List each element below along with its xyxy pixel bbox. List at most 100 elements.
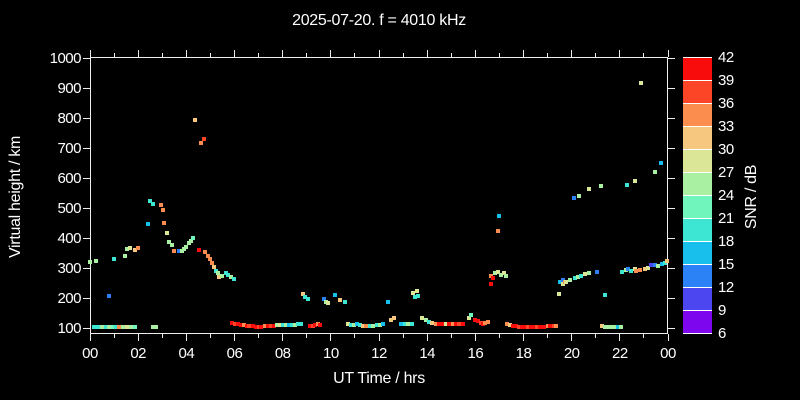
data-point [628, 269, 633, 273]
data-point [112, 257, 117, 261]
data-point [488, 273, 493, 278]
colorbar-segment [683, 218, 712, 241]
x-tick-top [402, 53, 404, 57]
data-point [212, 264, 217, 269]
data-point [639, 80, 644, 85]
data-point [209, 260, 214, 265]
y-tick [83, 327, 90, 329]
data-point [136, 245, 141, 250]
x-tick [306, 334, 308, 338]
data-point [201, 137, 206, 142]
data-point [196, 248, 201, 252]
y-tick-label: 200 [57, 290, 81, 307]
data-point [579, 274, 584, 279]
data-point [107, 324, 112, 329]
data-point [281, 323, 286, 327]
x-tick-top [450, 53, 452, 57]
data-point [364, 323, 369, 328]
data-point [411, 291, 416, 296]
data-point [420, 315, 425, 320]
data-point [100, 324, 105, 329]
data-point [296, 322, 301, 327]
x-tick-top [282, 50, 284, 57]
data-point [206, 254, 210, 258]
data-point [158, 203, 163, 207]
colorbar-tick-label: 18 [718, 233, 734, 250]
data-point [616, 324, 621, 329]
data-point [232, 321, 237, 326]
data-point [121, 325, 126, 330]
data-point [606, 325, 611, 330]
y-tick-label: 600 [57, 170, 81, 187]
data-point [427, 319, 432, 324]
y-tick-label: 800 [57, 110, 81, 127]
data-point [572, 196, 577, 201]
x-tick-top [209, 53, 211, 57]
data-point [106, 293, 111, 298]
data-point [416, 293, 420, 298]
x-tick [643, 334, 645, 338]
data-point [154, 324, 159, 329]
data-point [488, 282, 493, 287]
y-tick-label: 500 [57, 200, 81, 217]
data-point [572, 276, 577, 281]
x-tick-top [523, 50, 524, 57]
data-point [125, 324, 130, 329]
data-point [345, 322, 350, 327]
y-axis-label: Virtual height / km [7, 135, 24, 259]
x-tick [571, 334, 573, 341]
y-tick [83, 207, 90, 209]
data-point [526, 324, 531, 329]
colorbar-tick-label: 24 [718, 187, 734, 204]
y-tick-right [668, 147, 675, 149]
data-point [151, 201, 156, 206]
x-tick [282, 334, 284, 341]
x-tick-top [113, 53, 115, 57]
data-point [186, 241, 191, 246]
colorbar-segment [683, 172, 712, 195]
data-point [313, 323, 318, 327]
data-point [244, 323, 249, 328]
colorbar-segment [683, 264, 712, 287]
data-point [538, 324, 543, 329]
data-point [460, 321, 465, 326]
x-tick [547, 334, 549, 338]
data-point [299, 321, 304, 326]
data-point [165, 231, 170, 236]
x-tick-top [306, 53, 308, 57]
x-tick [378, 334, 380, 341]
data-point [481, 321, 486, 326]
y-tick-right [668, 297, 675, 299]
data-point [310, 323, 315, 328]
x-tick [523, 334, 524, 341]
data-point [653, 170, 658, 175]
data-point [655, 264, 660, 269]
x-tick-top [643, 53, 645, 57]
data-point [469, 313, 474, 318]
data-point [541, 324, 546, 329]
data-point [557, 280, 562, 285]
data-point [342, 300, 347, 305]
data-point [504, 274, 509, 279]
data-point [634, 268, 639, 273]
y-tick [83, 87, 90, 89]
y-tick [83, 297, 90, 299]
x-tick-label: 00 [660, 345, 676, 362]
y-tick [83, 267, 90, 269]
data-point [354, 322, 359, 327]
x-tick-label: 18 [515, 345, 532, 362]
data-point [110, 325, 115, 330]
x-tick-top [258, 53, 260, 57]
data-point [238, 322, 243, 327]
data-point [191, 236, 196, 241]
data-point [564, 279, 569, 284]
data-point [216, 275, 221, 280]
y-tick-right [668, 57, 675, 59]
x-tick-top [89, 50, 91, 57]
data-point [235, 322, 240, 327]
data-point [307, 323, 312, 328]
data-point [192, 118, 197, 123]
data-point [496, 213, 501, 218]
colorbar-tick-label: 15 [718, 256, 734, 273]
data-point [370, 323, 375, 328]
